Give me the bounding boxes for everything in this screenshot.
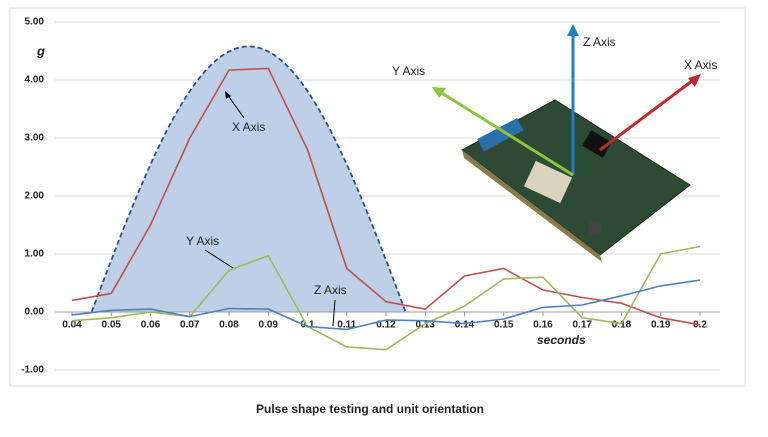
x-tick-label: 0.09 <box>259 320 279 331</box>
annotation-arrow <box>332 299 336 327</box>
arrow-head <box>432 87 446 98</box>
x-tick-label: 0.04 <box>62 320 82 331</box>
orientation-label: Y Axis <box>392 64 425 78</box>
x-tick-label: 0.05 <box>102 320 122 331</box>
series-line <box>71 245 701 351</box>
x-tick-label: 0.14 <box>455 320 475 331</box>
x-tick-label: 0.2 <box>693 320 707 331</box>
annotation: Z Axis <box>314 283 347 297</box>
x-tick-label: 0.06 <box>141 320 161 331</box>
y-tick-label: -1.00 <box>21 365 44 376</box>
x-tick-label: 0.08 <box>219 320 239 331</box>
x-tick-label: 0.17 <box>573 320 593 331</box>
chart-title: Pulse shape testing and unit orientation <box>256 402 484 416</box>
y-tick-label: 5.00 <box>25 17 45 28</box>
y-tick-label: 2.00 <box>25 191 45 202</box>
x-tick-label: 0.18 <box>612 320 632 331</box>
x-tick-label: 0.19 <box>651 320 671 331</box>
orientation-label: X Axis <box>684 58 717 72</box>
arrow-head <box>567 24 579 36</box>
series-line <box>71 279 701 331</box>
x-tick-label: 0.11 <box>337 320 356 331</box>
y-arrow <box>436 88 574 177</box>
orientation-label: Z Axis <box>583 35 616 49</box>
chip <box>523 160 573 204</box>
x-tick-label: 0.12 <box>376 320 396 331</box>
x-axis-title: seconds <box>537 333 586 347</box>
annotation-arrow <box>204 249 234 269</box>
y-tick-label: 3.00 <box>25 133 45 144</box>
connector <box>477 118 524 152</box>
plot-area: -1.00 0.00 1.00 2.00 3.00 4.00 5.00 0.04 0.05 0.0… <box>21 17 720 376</box>
y-tick-label: 1.00 <box>25 249 45 260</box>
arrow-head <box>688 74 701 87</box>
series-line <box>71 67 701 326</box>
chip <box>582 130 612 158</box>
y-tick-label: 0.00 <box>25 307 45 318</box>
annotations: X Axis Y Axis Z Axis <box>186 91 347 327</box>
board-edge <box>462 150 602 262</box>
annotation: Y Axis <box>186 234 219 248</box>
annotation: X Axis <box>232 120 265 134</box>
x-tick-label: 0.07 <box>180 320 200 331</box>
x-tick-label: 0.15 <box>494 320 514 331</box>
x-tick-label: 0.13 <box>416 320 436 331</box>
annotation-arrow <box>226 93 245 119</box>
arrow-head <box>225 91 231 99</box>
x-tick-label: 0.16 <box>533 320 553 331</box>
y-tick-label: 4.00 <box>25 75 45 86</box>
pulse-envelope <box>91 46 406 313</box>
y-axis-title: g <box>36 43 45 58</box>
x-arrow <box>599 76 697 152</box>
capacitor <box>588 221 602 235</box>
x-tick-label: 0.1 <box>301 320 315 331</box>
board-illustration: Z Axis Y Axis X Axis <box>392 24 717 262</box>
